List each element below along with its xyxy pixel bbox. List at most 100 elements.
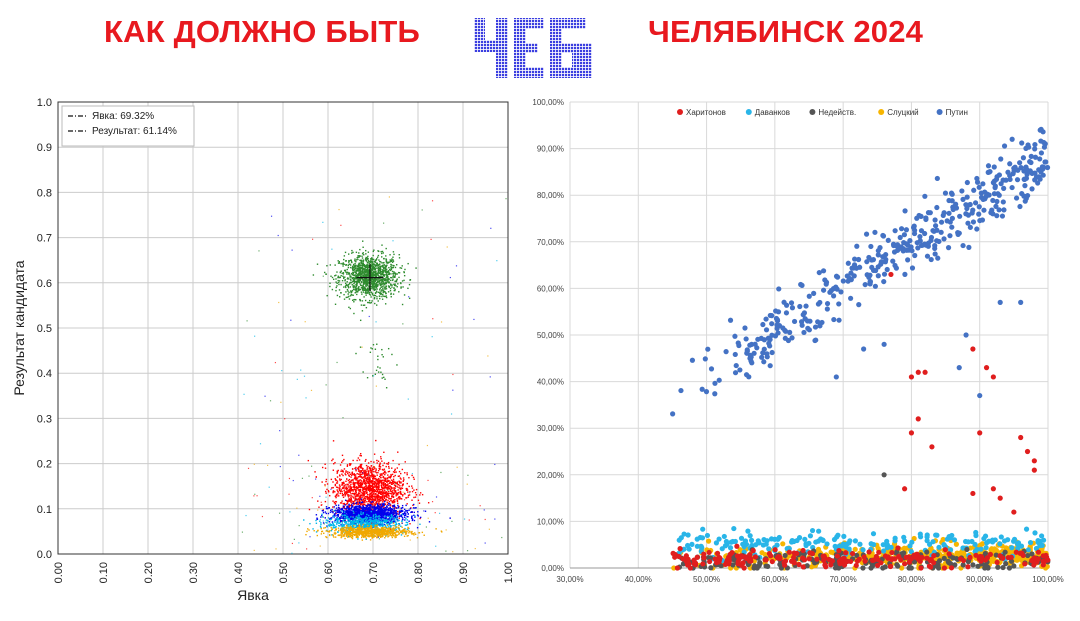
data-point — [375, 485, 377, 487]
data-point — [341, 507, 343, 510]
data-point — [394, 283, 396, 285]
data-point — [368, 522, 371, 524]
data-point — [391, 500, 394, 503]
data-point — [359, 472, 361, 474]
data-point — [337, 469, 339, 472]
data-point — [343, 276, 345, 279]
data-point — [360, 284, 362, 287]
data-point — [342, 524, 345, 526]
data-point — [395, 280, 398, 283]
data-point — [362, 489, 364, 491]
data-point — [377, 269, 380, 271]
data-point — [344, 282, 347, 285]
data-point — [362, 494, 365, 496]
data-point — [352, 519, 354, 522]
data-point — [349, 523, 351, 525]
data-point — [399, 481, 401, 483]
data-point — [356, 510, 358, 513]
data-point — [380, 514, 383, 516]
data-point — [369, 511, 371, 513]
data-point — [377, 485, 379, 488]
data-point — [379, 514, 382, 517]
data-point — [354, 476, 356, 479]
data-point — [380, 271, 382, 273]
data-point — [350, 259, 352, 261]
data-point — [349, 295, 352, 297]
data-point — [388, 272, 391, 274]
data-point — [390, 508, 392, 511]
data-point — [385, 499, 387, 501]
plot-frame — [57, 101, 509, 555]
data-point — [352, 525, 355, 528]
data-point — [375, 511, 377, 513]
data-point — [354, 477, 356, 480]
data-point — [357, 523, 360, 526]
data-point — [386, 506, 388, 508]
data-point — [368, 513, 370, 515]
data-point — [378, 250, 380, 253]
data-point — [382, 252, 384, 254]
data-point — [350, 512, 352, 514]
data-point — [378, 279, 380, 282]
data-point — [351, 513, 354, 515]
data-point — [360, 484, 363, 487]
data-point — [346, 483, 348, 486]
data-point — [383, 497, 386, 500]
data-point — [375, 526, 377, 529]
data-point — [369, 508, 372, 511]
data-point — [391, 261, 394, 263]
data-point — [364, 299, 367, 302]
data-point — [409, 507, 412, 510]
y-tick-label: 0.2 — [37, 459, 52, 471]
data-point — [369, 492, 371, 494]
x-tick-label: 0.80 — [413, 562, 425, 583]
data-point — [374, 284, 377, 287]
data-point — [364, 526, 367, 529]
data-point — [317, 500, 319, 502]
data-point — [372, 519, 374, 522]
data-point — [371, 491, 374, 493]
data-point — [385, 295, 387, 297]
data-point — [340, 489, 343, 491]
data-point — [338, 524, 340, 527]
data-point — [382, 283, 384, 285]
data-point — [376, 262, 379, 264]
data-point — [356, 283, 358, 286]
data-point — [369, 504, 371, 507]
data-point — [394, 276, 396, 278]
data-point — [376, 516, 378, 518]
data-point — [345, 523, 347, 525]
data-point — [321, 516, 324, 518]
data-point — [398, 524, 401, 526]
data-point — [373, 298, 376, 300]
data-point — [389, 476, 392, 478]
data-point — [346, 478, 348, 480]
data-point — [345, 490, 347, 493]
data-point — [348, 523, 350, 525]
data-point — [381, 496, 383, 498]
data-point — [375, 520, 378, 523]
data-point — [376, 482, 378, 485]
data-point — [360, 304, 363, 306]
data-point — [347, 491, 349, 494]
data-point — [338, 262, 340, 264]
data-point — [378, 480, 380, 482]
data-point — [385, 494, 388, 497]
data-point — [352, 500, 355, 503]
data-point — [389, 530, 391, 532]
data-point — [380, 535, 383, 538]
data-point — [365, 472, 367, 474]
data-point — [369, 485, 371, 487]
data-point — [367, 264, 369, 266]
data-point — [398, 272, 401, 274]
data-point — [383, 468, 386, 470]
data-point — [392, 293, 395, 295]
data-point — [361, 255, 363, 257]
data-point — [362, 469, 364, 471]
data-point — [364, 280, 367, 282]
data-point — [371, 483, 374, 486]
grid — [57, 101, 509, 555]
data-point — [324, 526, 327, 529]
data-point — [381, 518, 384, 520]
data-point — [351, 284, 353, 286]
